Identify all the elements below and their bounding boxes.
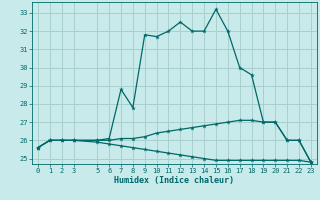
X-axis label: Humidex (Indice chaleur): Humidex (Indice chaleur) (115, 176, 234, 185)
